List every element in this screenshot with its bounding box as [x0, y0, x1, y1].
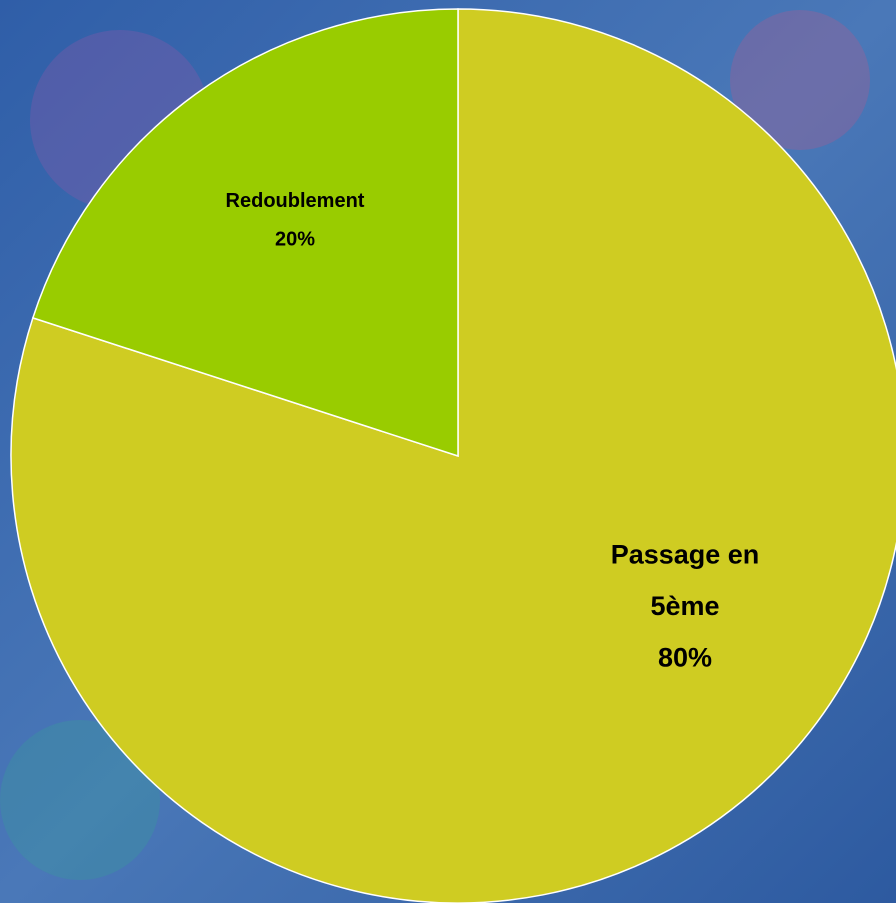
slice-label: Redoublement	[226, 190, 365, 212]
page: {"chart_data": {"type": "pie", "categori…	[0, 0, 896, 903]
chart: Passage en5ème80%Redoublement20%	[0, 0, 896, 903]
slice-value-label: 80%	[658, 642, 712, 672]
slice-value-label: 20%	[275, 228, 315, 250]
